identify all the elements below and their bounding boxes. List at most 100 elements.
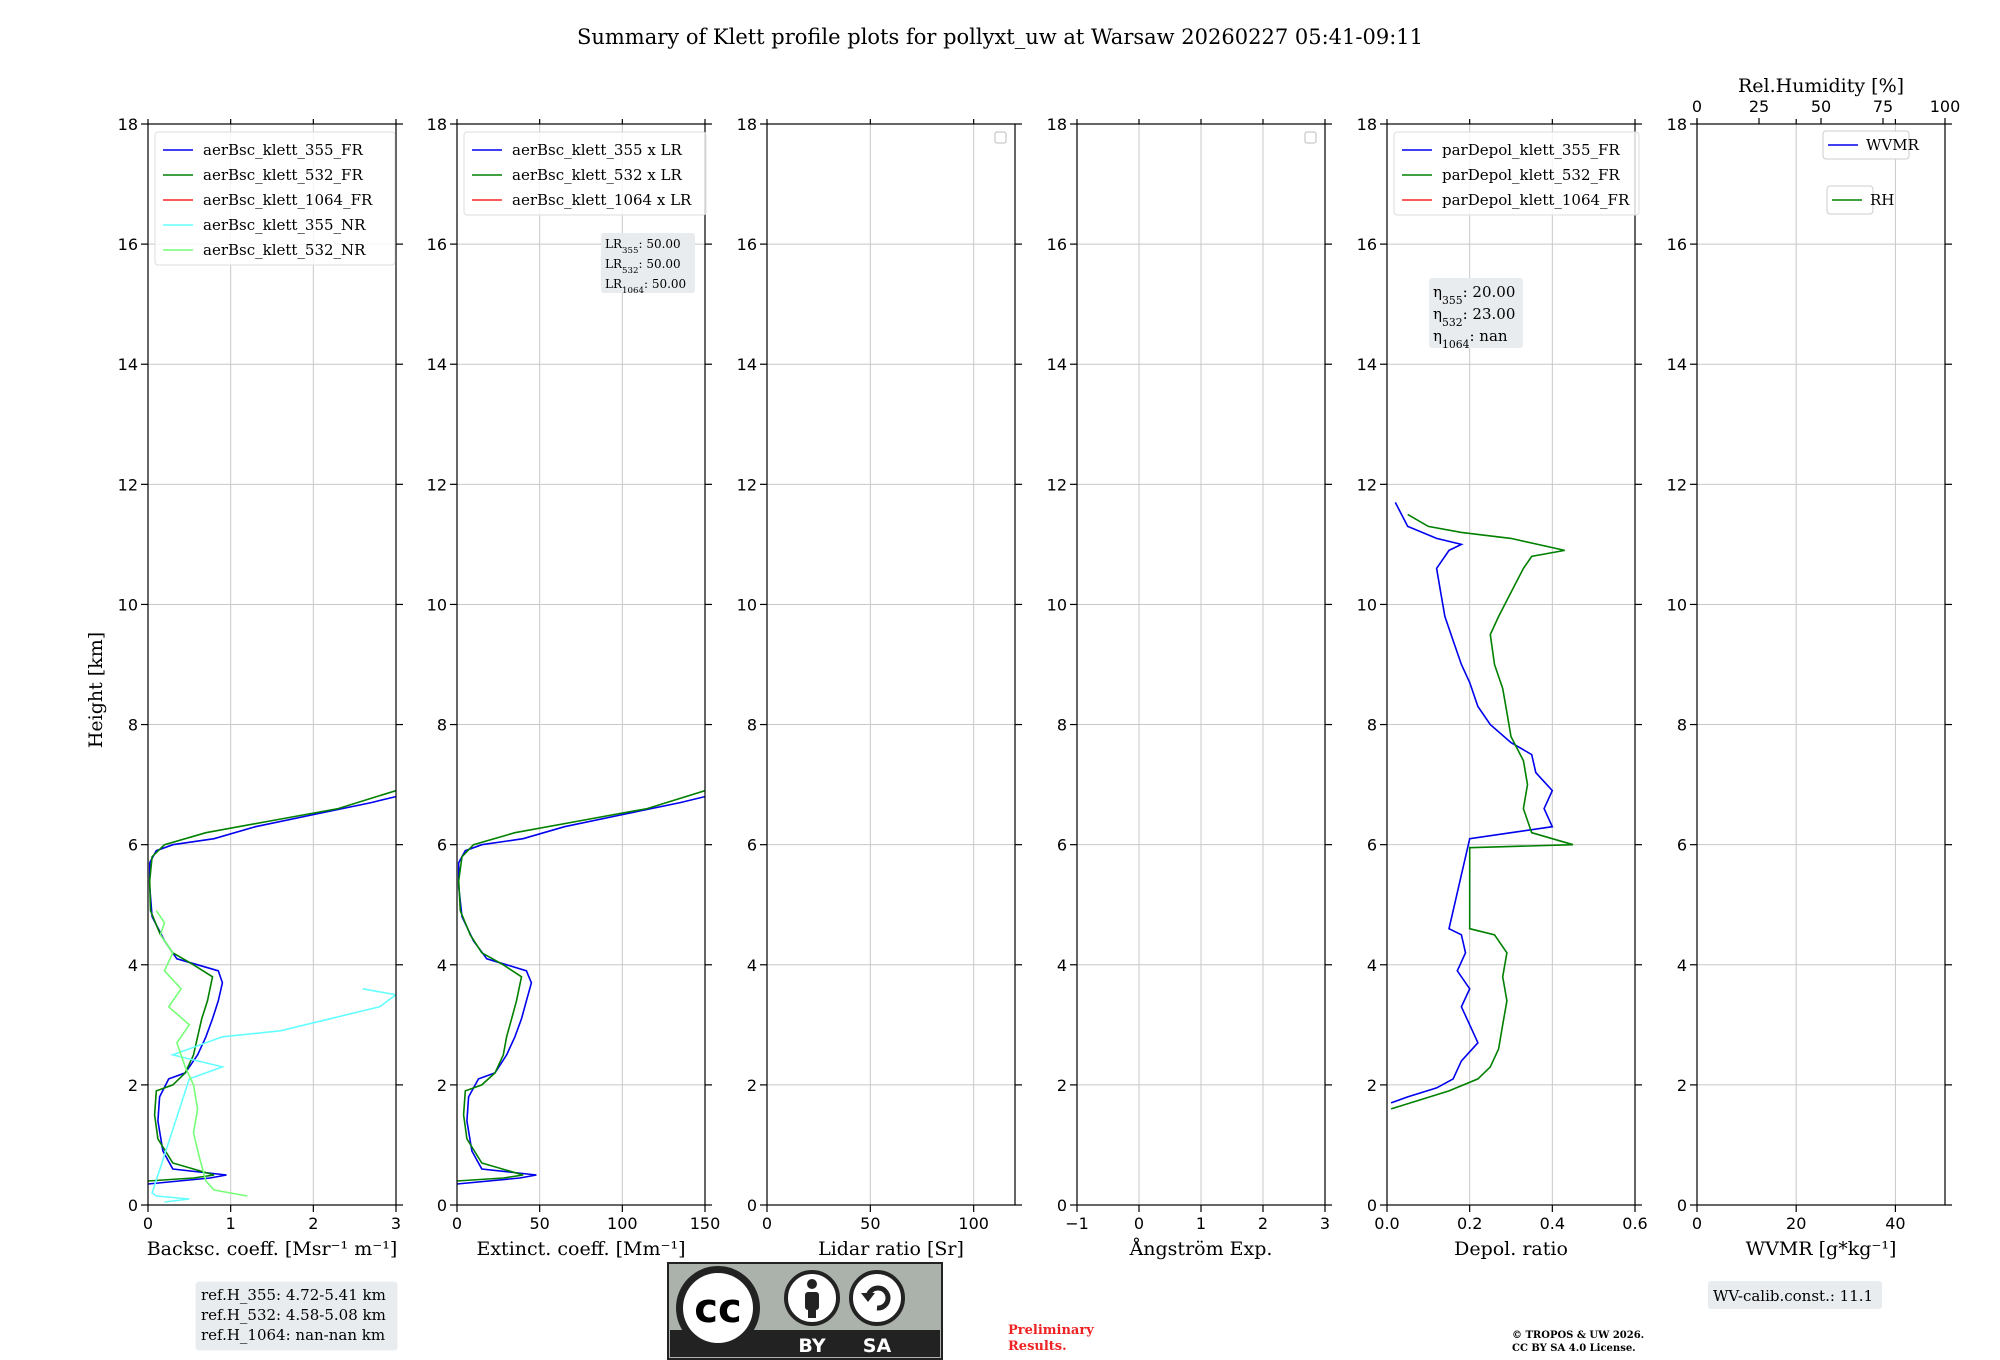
y-tick-label: 10 <box>1357 595 1377 614</box>
axes-frame <box>766 123 1016 1206</box>
y-tick-label: 18 <box>1047 115 1067 134</box>
legend-entry-WVMR: WVMR <box>1822 130 1920 160</box>
ref-height-box: ref.H_355: 4.72-5.41 km ref.H_532: 4.58-… <box>195 1281 398 1351</box>
y-tick-label: 18 <box>427 115 447 134</box>
top-x-tick-label: 100 <box>1930 97 1961 116</box>
series-group <box>1390 502 1574 1110</box>
series-aerBsc_klett_532_NR <box>155 910 248 1197</box>
y-axis-label: Height [km] <box>85 632 107 748</box>
cc-license-badge[interactable]: cc BY SA <box>667 1262 943 1360</box>
y-tick-label: 12 <box>1047 475 1067 494</box>
y-tick-label: 10 <box>427 595 447 614</box>
y-tick-label: 6 <box>128 836 138 855</box>
x-axis-label: Backsc. coeff. [Msr⁻¹ m⁻¹] <box>147 1238 398 1260</box>
y-tick-label: 16 <box>118 235 138 254</box>
series-group <box>457 789 705 1185</box>
lidar-ratio-label: LR1064: 50.00 <box>605 277 686 296</box>
x-tick-label: 50 <box>860 1214 880 1233</box>
y-tick-label: 4 <box>437 956 447 975</box>
x-axis-label: Extinct. coeff. [Mm⁻¹] <box>476 1238 685 1260</box>
x-tick-label: 150 <box>690 1214 721 1233</box>
y-tick-label: 4 <box>1367 956 1377 975</box>
y-tick-label: 18 <box>1667 115 1687 134</box>
y-tick-label: 2 <box>747 1076 757 1095</box>
lidar-ratio-label: LR355: 50.00 <box>605 237 681 256</box>
panel-lr: 0 50 100 0 2 4 6 8 10 12 14 16 18 Lidar ratio [Sr] <box>737 115 1022 1260</box>
y-tick-label: 12 <box>427 475 447 494</box>
x-tick-label: 0 <box>143 1214 153 1233</box>
y-tick-label: 14 <box>118 355 138 374</box>
cc-sa-label: SA <box>863 1335 892 1357</box>
y-tick-label: 8 <box>1677 716 1687 735</box>
x-tick-label: 0 <box>1134 1214 1144 1233</box>
legend-label: parDepol_klett_1064_FR <box>1442 191 1630 209</box>
y-tick-label: 8 <box>1057 716 1067 735</box>
panel-wv: 0 20 40 0 2 4 6 8 10 12 14 16 18 WVMR [g*kg⁻¹] 0 25 50 75… <box>1667 75 1961 1260</box>
legend-label: parDepol_klett_355_FR <box>1442 141 1620 159</box>
copyright-line1: © TROPOS & UW 2026. <box>1512 1330 1644 1341</box>
share-alike-icon <box>849 1270 905 1326</box>
y-tick-label: 14 <box>1357 355 1377 374</box>
y-tick-label: 12 <box>737 475 757 494</box>
y-tick-label: 6 <box>437 836 447 855</box>
series-parDepol_klett_355_FR <box>1390 502 1554 1104</box>
y-tick-label: 10 <box>737 595 757 614</box>
series-aerBsc_klett_355_FR <box>148 795 396 1185</box>
copyright-line2: CC BY SA 4.0 License. <box>1512 1343 1636 1354</box>
top-x-tick-label: 25 <box>1749 97 1769 116</box>
y-tick-label: 8 <box>128 716 138 735</box>
ref-height-355: ref.H_355: 4.72-5.41 km <box>201 1286 386 1304</box>
y-tick-label: 8 <box>1367 716 1377 735</box>
legend-label: parDepol_klett_532_FR <box>1442 166 1620 184</box>
y-tick-label: 0 <box>1677 1196 1687 1215</box>
y-tick-label: 16 <box>737 235 757 254</box>
cc-logo-text: cc <box>694 1286 741 1332</box>
y-tick-label: 0 <box>1057 1196 1067 1215</box>
depol-eta-label: η355: 20.00 <box>1433 283 1515 307</box>
y-tick-label: 18 <box>118 115 138 134</box>
y-tick-label: 10 <box>118 595 138 614</box>
y-tick-label: 0 <box>437 1196 447 1215</box>
axes-frame <box>1386 123 1636 1206</box>
x-tick-label: 50 <box>529 1214 549 1233</box>
series-aerBsc_klett_532_FR <box>148 789 396 1182</box>
legend: aerBsc_klett_355_FR aerBsc_klett_532_FRae… <box>154 131 396 266</box>
series-aerBsc_klett_532 x LR <box>457 789 705 1182</box>
legend-label: aerBsc_klett_355_FR <box>203 141 363 159</box>
y-tick-label: 0 <box>1367 1196 1377 1215</box>
x-tick-label: 100 <box>958 1214 989 1233</box>
y-tick-label: 4 <box>128 956 138 975</box>
y-tick-label: 6 <box>1367 836 1377 855</box>
x-tick-label: 0 <box>1692 1214 1702 1233</box>
x-tick-label: 3 <box>1320 1214 1330 1233</box>
wv-calib-text: WV-calib.const.: 11.1 <box>1713 1287 1873 1305</box>
y-tick-label: 4 <box>1057 956 1067 975</box>
figure-title: Summary of Klett profile plots for polly… <box>577 25 1423 49</box>
top-x-tick-label: 75 <box>1873 97 1893 116</box>
axes-frame <box>456 123 706 1206</box>
top-x-tick-label: 50 <box>1811 97 1831 116</box>
axes-frame <box>147 123 397 1206</box>
y-tick-label: 6 <box>1677 836 1687 855</box>
top-axis-label: Rel.Humidity [%] <box>1738 75 1904 97</box>
y-tick-label: 16 <box>427 235 447 254</box>
series-aerBsc_klett_355_NR <box>151 988 396 1203</box>
legend-label: aerBsc_klett_1064_FR <box>203 191 373 209</box>
x-tick-label: 40 <box>1885 1214 1905 1233</box>
y-tick-label: 0 <box>747 1196 757 1215</box>
y-tick-label: 18 <box>1357 115 1377 134</box>
y-tick-label: 2 <box>437 1076 447 1095</box>
x-tick-label: 3 <box>391 1214 401 1233</box>
y-tick-label: 12 <box>1357 475 1377 494</box>
y-tick-label: 16 <box>1357 235 1377 254</box>
x-tick-label: 0 <box>452 1214 462 1233</box>
x-tick-label: 20 <box>1786 1214 1806 1233</box>
y-tick-label: 14 <box>1667 355 1687 374</box>
y-tick-label: 16 <box>1667 235 1687 254</box>
cc-by-label: BY <box>798 1335 825 1357</box>
y-tick-label: 12 <box>118 475 138 494</box>
x-tick-label: 1 <box>226 1214 236 1233</box>
